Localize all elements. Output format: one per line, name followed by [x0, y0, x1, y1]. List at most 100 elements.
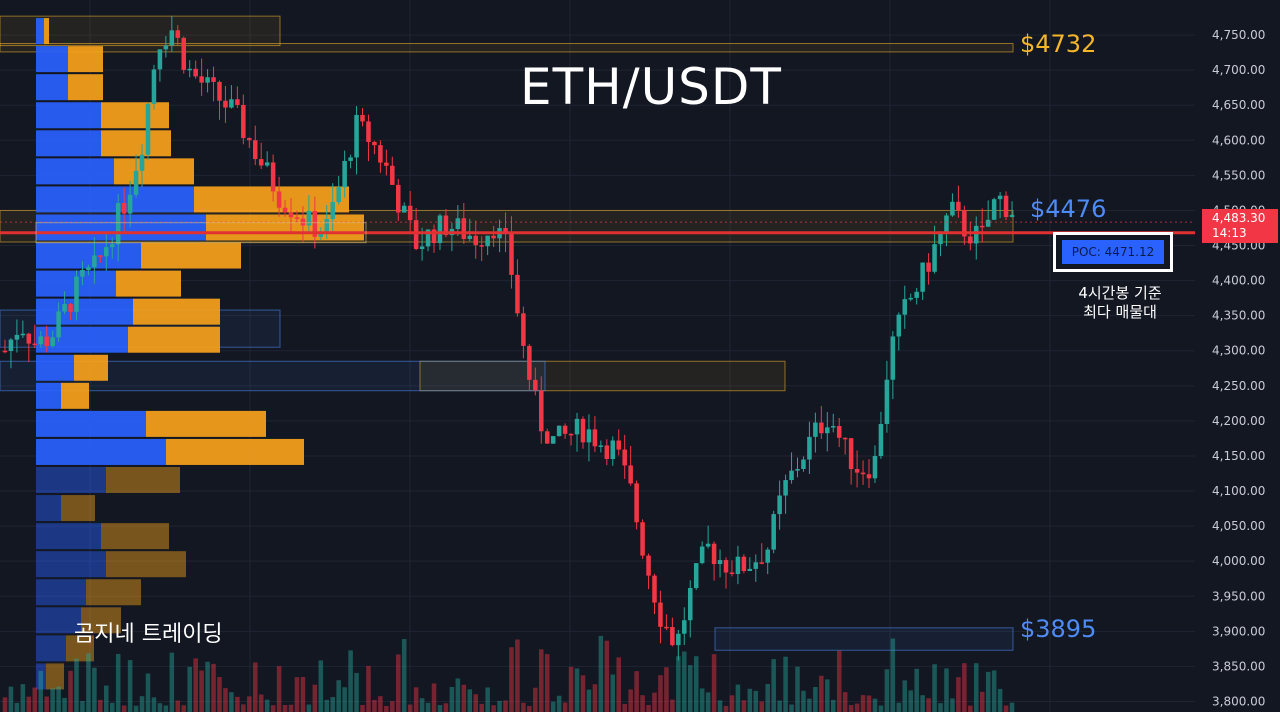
candle-body [56, 311, 61, 338]
candle-body [872, 456, 878, 479]
profile-buy-bar [36, 298, 133, 325]
volume-bar [944, 668, 949, 712]
candle-body [920, 262, 925, 292]
candle-body [819, 422, 824, 434]
profile-buy-bar [36, 354, 74, 381]
volume-bar [223, 688, 228, 712]
volume-bar [294, 677, 300, 712]
candle-body [139, 154, 145, 171]
volume-profile-layer [36, 18, 364, 690]
volume-bar [991, 670, 997, 712]
candle-body [68, 304, 73, 312]
volume-bar [926, 698, 931, 712]
candle-body [789, 470, 794, 481]
volume-bar [956, 677, 961, 712]
candle-body [443, 215, 449, 236]
volume-bar [521, 702, 526, 712]
volume-bar [449, 686, 455, 712]
candle-body [854, 469, 860, 473]
profile-sell-bar [133, 298, 220, 325]
candle-body [580, 418, 586, 443]
candle-body [705, 543, 711, 547]
profile-buy-bar [36, 607, 81, 634]
candle-body [753, 562, 759, 569]
candle-body [723, 560, 729, 573]
axis-tick-label: 3,900.00 [1212, 624, 1265, 638]
volume-bar [962, 663, 967, 712]
candle-body [437, 215, 443, 244]
candle-body [163, 45, 169, 50]
candle-body [741, 556, 747, 572]
profile-buy-bar [36, 382, 61, 409]
volume-bar [360, 705, 365, 712]
candle-body [842, 437, 848, 440]
candle-body [962, 210, 967, 237]
axis-tick-label: 4,600.00 [1212, 133, 1265, 147]
candle-body [199, 76, 204, 83]
profile-sell-bar [81, 607, 121, 634]
candle-body [646, 555, 651, 576]
candle-body [807, 436, 812, 460]
zone-box [714, 627, 1014, 651]
volume-bar [884, 669, 890, 712]
volume-bar [622, 703, 627, 712]
volume-bar [211, 663, 216, 712]
candle-body [181, 37, 187, 70]
volume-bar [104, 685, 109, 712]
volume-bar [288, 704, 294, 712]
volume-bar [26, 696, 32, 712]
profile-sell-bar [116, 270, 181, 297]
volume-bar [127, 660, 133, 712]
volume-bar [461, 684, 467, 712]
volume-bar [455, 678, 461, 712]
candle-body [235, 99, 240, 105]
candle-body [354, 114, 359, 158]
candle-body [187, 68, 192, 71]
candle-body [98, 255, 103, 257]
profile-buy-bar [36, 74, 68, 101]
volume-bar [133, 705, 139, 712]
candle-body [223, 100, 228, 108]
volume-bar [50, 688, 55, 712]
volume-bar [652, 692, 657, 712]
volume-bar [443, 703, 449, 712]
volume-bar [699, 688, 705, 712]
volume-bar [896, 702, 902, 712]
profile-buy-bar [36, 214, 206, 241]
candle-body [866, 474, 872, 479]
profile-buy-bar [36, 158, 114, 185]
candle-body [109, 244, 115, 248]
candle-body [974, 225, 979, 244]
volume-bar [324, 699, 330, 712]
volume-bar [783, 656, 788, 712]
axis-tick-label: 4,150.00 [1212, 449, 1265, 463]
volume-bar [723, 705, 729, 712]
volume-bar [640, 695, 645, 712]
volume-bar [2, 697, 8, 712]
volume-bar [187, 666, 192, 712]
candle-body [366, 121, 371, 142]
candle-body [324, 218, 330, 234]
candle-body [628, 465, 633, 484]
candle-body [62, 304, 67, 312]
volume-bar [777, 700, 782, 712]
profile-buy-bar [36, 523, 101, 550]
candle-body [247, 138, 252, 141]
volume-bar [974, 663, 979, 712]
candle-body [229, 99, 234, 108]
candle-body [115, 202, 121, 245]
volume-bar [217, 677, 222, 712]
candle-body [890, 336, 896, 380]
candle-body [14, 334, 20, 340]
candle-body [682, 620, 687, 634]
volume-bar [139, 696, 145, 712]
candle-body [801, 459, 806, 470]
volume-bar [199, 670, 204, 712]
volume-bar [747, 688, 753, 712]
candle-body [330, 202, 335, 219]
candle-body [407, 205, 413, 221]
